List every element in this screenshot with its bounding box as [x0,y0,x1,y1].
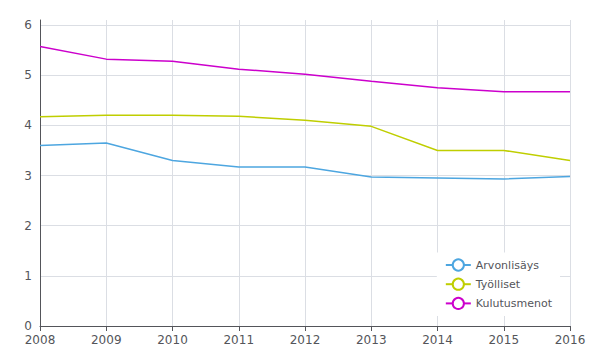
svg-text:2015: 2015 [488,333,519,347]
svg-text:Arvonlisäys: Arvonlisäys [476,259,539,272]
svg-text:Kulutusmenot: Kulutusmenot [476,297,553,310]
svg-text:2: 2 [24,219,32,233]
svg-text:2011: 2011 [223,333,254,347]
svg-text:2010: 2010 [157,333,188,347]
svg-text:1: 1 [24,269,32,283]
svg-text:6: 6 [24,18,32,32]
svg-text:2008: 2008 [25,333,56,347]
svg-text:4: 4 [24,118,32,132]
svg-text:2016: 2016 [555,333,586,347]
svg-text:2009: 2009 [91,333,122,347]
svg-text:2013: 2013 [356,333,387,347]
svg-text:2012: 2012 [290,333,321,347]
svg-text:3: 3 [24,169,32,183]
svg-text:0: 0 [24,319,32,333]
svg-text:2014: 2014 [422,333,453,347]
svg-text:5: 5 [24,68,32,82]
svg-text:Työlliset: Työlliset [475,278,521,291]
